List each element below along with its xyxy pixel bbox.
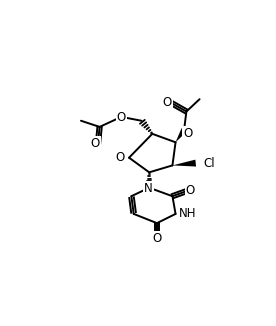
Text: O: O bbox=[183, 126, 193, 140]
Polygon shape bbox=[172, 160, 196, 167]
Polygon shape bbox=[176, 128, 187, 142]
Text: Cl: Cl bbox=[203, 156, 215, 170]
Text: O: O bbox=[117, 111, 126, 124]
Text: O: O bbox=[162, 96, 172, 109]
Text: N: N bbox=[144, 182, 153, 195]
Text: O: O bbox=[115, 151, 124, 164]
Text: NH: NH bbox=[179, 207, 196, 220]
Text: O: O bbox=[90, 137, 100, 150]
Text: O: O bbox=[152, 232, 161, 245]
Text: O: O bbox=[186, 184, 195, 197]
